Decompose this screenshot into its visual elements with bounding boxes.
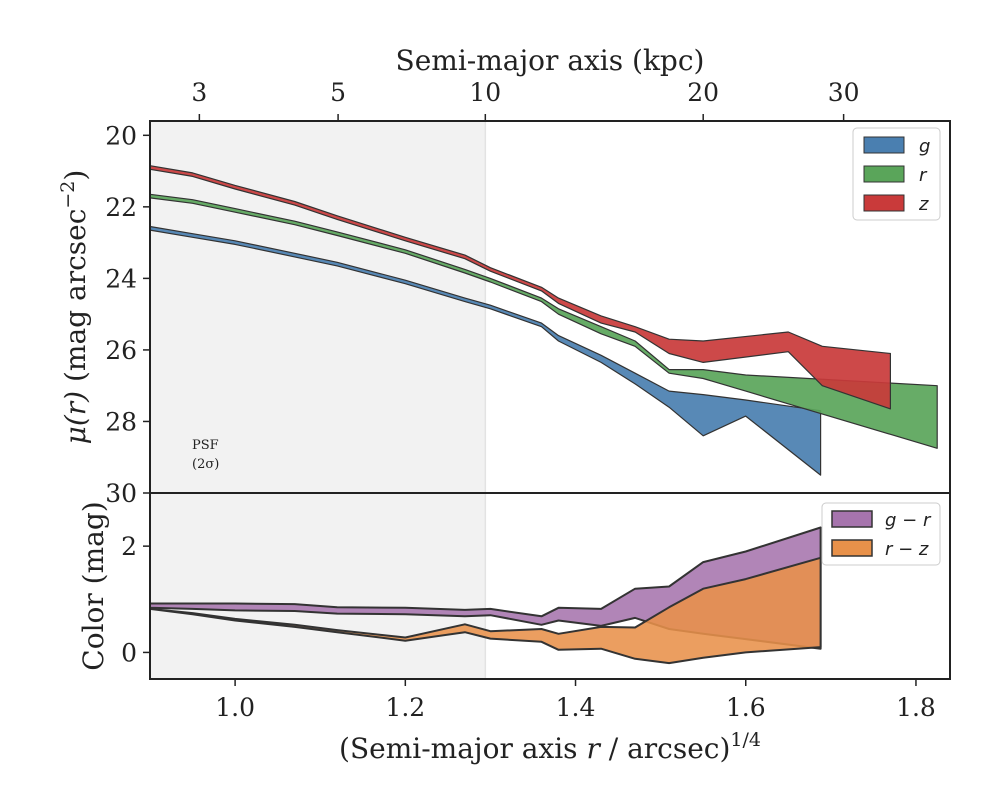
legend-label-z: z <box>918 194 929 215</box>
kpc-tick-label: 20 <box>687 78 719 107</box>
bottom-series-group <box>149 526 822 665</box>
top-ytick-label: 28 <box>105 407 137 436</box>
top-series-group <box>149 165 938 476</box>
ylabel-mu: μ(r) <box>59 391 92 444</box>
bottom-ytick-label: 0 <box>121 638 137 667</box>
legend-swatch-g <box>863 136 905 154</box>
legend-label-r-z: r − z <box>885 539 929 560</box>
legend-swatch-z <box>863 194 905 212</box>
top-ytick-label: 24 <box>105 264 137 293</box>
top-y-axis-label: μ(r) (mag arcsec−2) <box>57 170 92 445</box>
top-axis-label: Semi-major axis (kpc) <box>396 44 705 77</box>
kpc-tick-label: 30 <box>828 78 860 107</box>
bottom-y-axis-label: Color (mag) <box>77 501 110 670</box>
bottom-legend: g − r r − z <box>821 502 941 566</box>
xlabel-prefix: (Semi-major axis <box>339 732 586 765</box>
bottom-panel: 02 1.0 1.2 1.4 1.6 1.8 Color (mag) (Semi-maj… <box>77 492 951 765</box>
top-legend: grz <box>852 127 941 221</box>
bottom-y-ticks: 02 <box>121 532 150 667</box>
xlabel-exponent: 1/4 <box>730 729 761 751</box>
legend-label-g: g <box>919 136 930 157</box>
top-legend-items: grz <box>863 136 930 215</box>
psf-label: PSF <box>192 438 219 453</box>
band-r-z <box>149 556 822 665</box>
bottom-xtick-label: 1.8 <box>896 693 936 722</box>
top-kpc-ticks: 3 5 10 20 30 <box>191 78 860 121</box>
band-r <box>149 193 938 449</box>
band-z <box>149 165 891 410</box>
legend-swatch-g-r <box>831 510 873 528</box>
bottom-xtick-label: 1.4 <box>556 693 596 722</box>
xlabel-r: r <box>586 732 601 765</box>
xlabel-suffix: / arcsec) <box>600 732 731 765</box>
kpc-tick-label: 5 <box>330 78 346 107</box>
top-ytick-label: 30 <box>105 479 137 508</box>
ylabel-close: ) <box>59 170 92 181</box>
ylabel-units: (mag arcsec <box>59 209 92 391</box>
top-ytick-label: 20 <box>105 121 137 150</box>
bottom-x-ticks: 1.0 1.2 1.4 1.6 1.8 <box>215 679 936 722</box>
top-panel: 20 22 24 26 28 30 3 5 10 20 30 Semi-major axis (k… <box>57 44 951 508</box>
psf-shaded-region-bottom <box>150 493 486 679</box>
kpc-tick-label: 3 <box>191 78 207 107</box>
bottom-plot-frame <box>149 492 951 680</box>
kpc-tick-label: 10 <box>469 78 501 107</box>
bottom-xtick-label: 1.6 <box>726 693 766 722</box>
band-g <box>149 225 822 476</box>
legend-swatch-r-z <box>831 539 873 557</box>
legend-swatch-r <box>863 165 905 183</box>
bottom-x-axis-label: (Semi-major axis r / arcsec)1/4 <box>339 729 761 765</box>
bottom-ytick-label: 2 <box>121 532 137 561</box>
bottom-xtick-label: 1.0 <box>215 693 255 722</box>
legend-label-g-r: g − r <box>885 510 932 531</box>
top-ytick-label: 26 <box>105 336 137 365</box>
legend-label-r: r <box>919 165 928 186</box>
bottom-xtick-label: 1.2 <box>385 693 425 722</box>
psf-shaded-region <box>150 121 486 493</box>
top-y-ticks: 20 22 24 26 28 30 <box>105 121 150 508</box>
bottom-legend-items: g − r r − z <box>831 510 932 560</box>
ylabel-exponent: −2 <box>57 181 79 209</box>
top-ytick-label: 22 <box>105 193 137 222</box>
psf-sigma-label: (2σ) <box>192 457 219 472</box>
